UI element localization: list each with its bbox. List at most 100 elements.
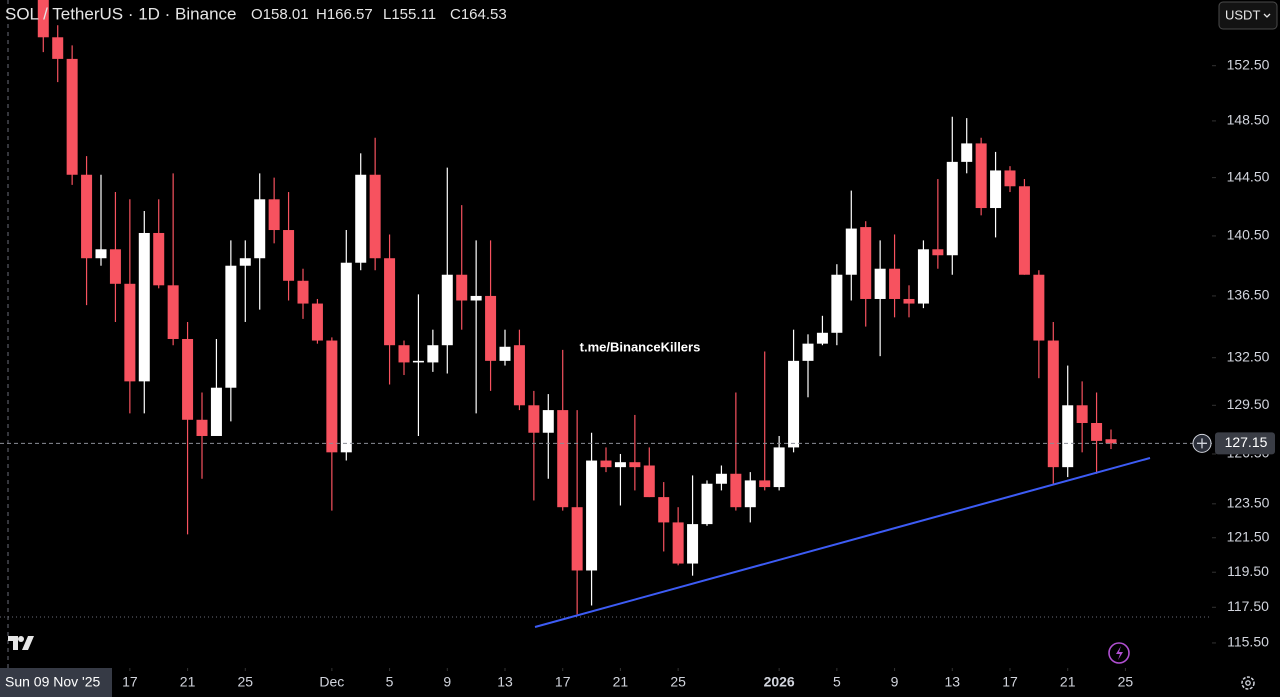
- candle-body: [860, 227, 872, 299]
- candle-body: [672, 522, 684, 564]
- x-tick-label: 9: [891, 674, 899, 690]
- candle-body: [340, 262, 352, 453]
- candle-body: [889, 268, 901, 299]
- candle-body: [109, 249, 121, 284]
- x-tick-label: 17: [555, 674, 571, 690]
- candle-body: [845, 228, 857, 275]
- candle-body: [384, 258, 396, 346]
- candle-body: [571, 507, 583, 571]
- candle-body: [1018, 186, 1030, 275]
- candle-body: [586, 460, 598, 571]
- candle-body: [788, 360, 800, 448]
- candle-body: [499, 346, 511, 361]
- currency-button-label[interactable]: USDT: [1225, 7, 1260, 22]
- candle-body: [398, 345, 410, 363]
- logo-mark[interactable]: [8, 636, 34, 650]
- y-tick-label: 144.50: [1227, 168, 1270, 184]
- x-tick-label: Dec: [319, 674, 344, 690]
- candle-body: [744, 480, 756, 508]
- y-tick-label: 148.50: [1227, 112, 1270, 128]
- plot-area: [37, 0, 1117, 615]
- candle-body: [138, 232, 150, 382]
- candle-body: [470, 295, 482, 301]
- candle-body: [1033, 274, 1045, 341]
- x-tick-label: 17: [122, 674, 138, 690]
- last-price-box: [1215, 432, 1275, 455]
- x-tick-label: 13: [497, 674, 513, 690]
- candle-body: [153, 232, 165, 286]
- candle-body: [874, 268, 886, 299]
- candle-body: [37, 0, 49, 38]
- x-tick-label: 5: [386, 674, 394, 690]
- x-tick-label: 5: [833, 674, 841, 690]
- candle-body: [600, 460, 612, 468]
- candle-body: [95, 249, 107, 259]
- candle-body: [441, 274, 453, 346]
- candle-body: [759, 480, 771, 488]
- trend-line[interactable]: [534, 457, 1151, 628]
- candle-body: [297, 280, 309, 304]
- x-tick-label: 25: [670, 674, 686, 690]
- logo[interactable]: [8, 636, 34, 650]
- candle-body: [730, 473, 742, 508]
- candle-body: [369, 174, 381, 259]
- alert-icon[interactable]: [1108, 642, 1130, 664]
- y-tick-label: 132.50: [1227, 348, 1270, 364]
- settings-button[interactable]: [1241, 676, 1255, 690]
- candle-body: [225, 265, 237, 388]
- candle-body: [485, 295, 497, 361]
- y-tick-label: 115.50: [1227, 634, 1269, 650]
- candle-body: [52, 37, 64, 59]
- candle-body: [990, 170, 1002, 209]
- candle-body: [917, 249, 929, 304]
- x-tick-label: 21: [613, 674, 629, 690]
- candle-body: [629, 462, 641, 468]
- candle-body: [283, 230, 295, 281]
- ohlc-open: O158.01: [251, 6, 309, 23]
- candle-body: [66, 58, 78, 175]
- x-tick-label: 13: [944, 674, 960, 690]
- candle-body: [773, 447, 785, 488]
- candle-body: [687, 524, 699, 564]
- candle-body: [355, 174, 367, 263]
- candle-body: [802, 343, 814, 361]
- y-tick-label: 140.50: [1227, 227, 1270, 243]
- candle-body: [528, 405, 540, 433]
- y-tick-label: 121.50: [1227, 528, 1270, 544]
- candle-body: [932, 249, 944, 256]
- candle-body: [903, 298, 915, 304]
- candle-body: [542, 410, 554, 433]
- last-price-label: 127.15: [1225, 434, 1268, 450]
- x-tick-label: 25: [237, 674, 253, 690]
- candle-body: [239, 258, 251, 266]
- currency-button[interactable]: USDT: [1218, 1, 1278, 30]
- candle-body: [557, 410, 569, 508]
- candle-body: [513, 345, 525, 406]
- chevron-icon[interactable]: [1263, 13, 1271, 18]
- add-alert-plus[interactable]: [1197, 438, 1207, 449]
- gear-outer[interactable]: [1241, 676, 1255, 690]
- candle-body: [975, 143, 987, 209]
- ohlc-close: C164.53: [450, 6, 507, 23]
- logo-dot[interactable]: [18, 636, 24, 642]
- candle-body: [1076, 405, 1088, 424]
- candle-body: [311, 303, 323, 341]
- x-tick-label: 21: [180, 674, 196, 690]
- candle-body: [946, 161, 958, 256]
- y-tick-label: 119.50: [1227, 563, 1269, 579]
- y-tick-label: 129.50: [1227, 396, 1270, 412]
- candle-body: [326, 340, 338, 453]
- currency-button-frame[interactable]: [1218, 1, 1278, 30]
- candle-body: [658, 497, 670, 523]
- candle-body: [254, 199, 266, 259]
- ohlc-low: L155.11: [383, 6, 436, 23]
- alert-icon-ring[interactable]: [1108, 642, 1130, 664]
- candle-body: [643, 465, 655, 498]
- alert-icon-bolt[interactable]: [1116, 646, 1123, 660]
- x-tick-label: 21: [1060, 674, 1076, 690]
- candle-body: [1004, 170, 1016, 187]
- gear-inner[interactable]: [1245, 680, 1251, 686]
